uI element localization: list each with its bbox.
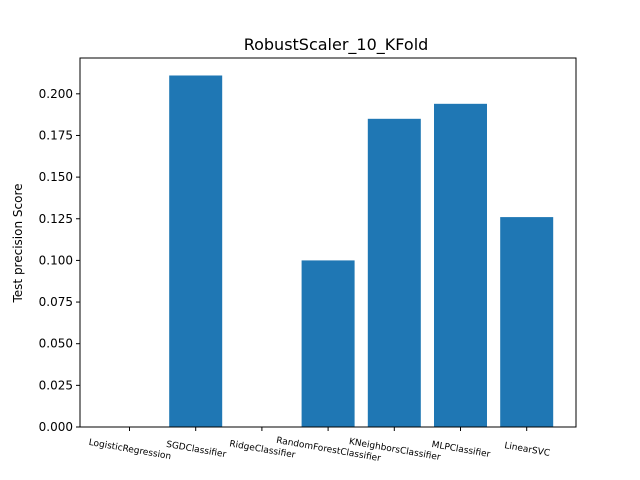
y-axis-ticks: 0.000 0.025 0.050 0.075 0.100 0.125 0.150 0.175… — [39, 87, 80, 434]
chart-title: RobustScaler_10_KFold — [244, 35, 429, 55]
x-tick-label: LogisticRegression — [88, 438, 172, 462]
y-tick-label: 0.125 — [39, 212, 73, 226]
bar-SGDClassifier — [169, 75, 223, 427]
bar-KNeighborsClassifier — [367, 118, 421, 427]
y-tick-label: 0.025 — [39, 378, 73, 392]
y-tick-label: 0.100 — [39, 253, 73, 267]
bar-MLPClassifier — [434, 103, 487, 428]
plot-frame — [79, 57, 577, 428]
y-tick-label: 0.150 — [39, 170, 73, 184]
y-tick-label: 0.200 — [39, 87, 73, 101]
x-tick-label: SGDClassifier — [165, 440, 227, 460]
bar-LinearSVC — [500, 217, 554, 427]
y-tick-label: 0.050 — [39, 337, 73, 351]
y-tick-label: 0.175 — [39, 128, 73, 142]
y-axis-label: Test precision Score — [11, 183, 25, 303]
bars-group — [169, 75, 554, 428]
y-tick-label: 0.075 — [39, 295, 73, 309]
y-tick-label: 0.000 — [39, 420, 73, 434]
x-tick-label: LinearSVC — [503, 441, 550, 459]
bar-RandomForestClassifier — [301, 260, 355, 427]
